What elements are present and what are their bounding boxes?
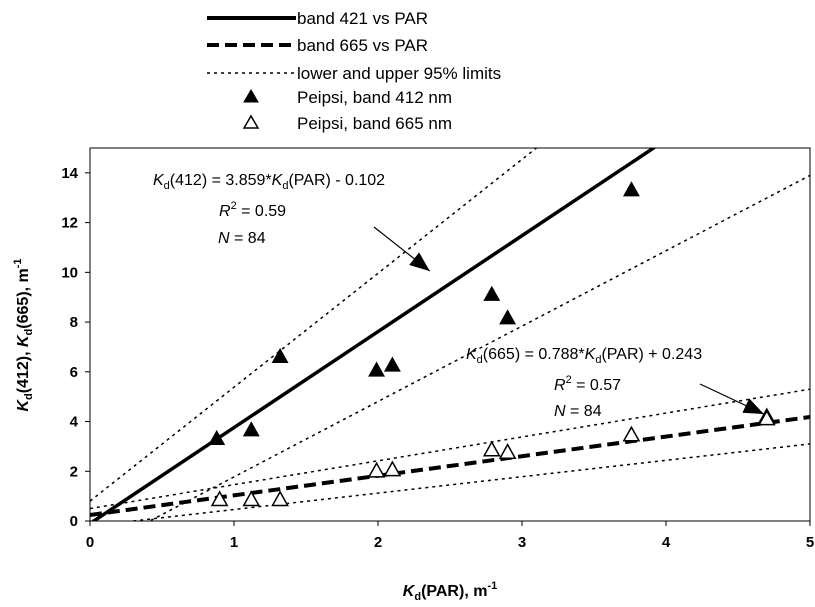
legend-label: band 665 vs PAR	[297, 36, 428, 55]
fit-line-dotted	[148, 174, 810, 521]
x-tick-label: 3	[518, 534, 526, 551]
y-tick-label: 12	[61, 215, 78, 232]
y-tick-label: 10	[61, 264, 78, 281]
fit-line-dotted	[133, 443, 810, 521]
arrow-665-head	[742, 398, 764, 415]
data-point-665	[367, 461, 386, 478]
x-tick-label: 0	[86, 534, 94, 551]
legend-label: Peipsi, band 412 nm	[297, 88, 452, 107]
x-tick-label: 5	[806, 534, 814, 551]
x-tick-label: 2	[374, 534, 382, 551]
data-point-665	[757, 409, 776, 426]
data-point-412	[368, 361, 386, 377]
data-point-412	[383, 356, 401, 372]
data-point-412	[208, 429, 226, 446]
fit-line-dotted	[90, 388, 810, 510]
r2-412: R2 = 0.59	[219, 200, 286, 220]
data-point-412	[271, 347, 289, 363]
data-point-665	[210, 490, 229, 507]
data-point-665	[622, 425, 641, 442]
fit-line-dotted	[90, 148, 537, 502]
legend-label: lower and upper 95% limits	[297, 64, 501, 83]
y-tick-label: 6	[70, 364, 78, 381]
data-points	[208, 181, 776, 507]
y-tick-label: 4	[70, 414, 79, 431]
data-point-412	[622, 181, 640, 197]
y-axis-title: Kd(412), Kd(665), m-1	[12, 258, 35, 411]
data-point-665	[242, 490, 261, 507]
annotation-arrows	[373, 226, 765, 415]
n-665: N = 84	[554, 403, 602, 420]
data-point-412	[483, 285, 501, 301]
plot-area	[89, 147, 811, 522]
legend: band 421 vs PAR band 665 vs PAR lower an…	[207, 9, 501, 133]
fit-line-dashed	[90, 415, 810, 517]
legend-item-dotted: lower and upper 95% limits	[207, 64, 501, 83]
data-point-665	[383, 460, 402, 477]
data-point-665	[271, 490, 289, 507]
data-point-665	[482, 440, 501, 457]
legend-label: band 421 vs PAR	[297, 9, 428, 28]
r2-665: R2 = 0.57	[554, 374, 621, 394]
annotation-665: Kd(665) = 0.788*Kd(PAR) + 0.243 R2 = 0.5…	[466, 346, 702, 420]
x-axis-title: Kd(PAR), m-1	[403, 580, 497, 603]
legend-label: Peipsi, band 665 nm	[297, 114, 452, 133]
data-point-665	[498, 443, 517, 459]
x-tick-label: 4	[662, 534, 671, 551]
annotation-412: Kd(412) = 3.859*Kd(PAR) - 0.102 R2 = 0.5…	[153, 172, 385, 247]
y-tick-label: 8	[70, 314, 78, 331]
legend-item-open-triangle: Peipsi, band 665 nm	[242, 114, 452, 133]
legend-item-solid: band 421 vs PAR	[207, 9, 428, 28]
data-point-412	[499, 309, 517, 325]
y-tick-label: 14	[61, 165, 78, 182]
data-point-412	[242, 421, 260, 437]
legend-item-dashed: band 665 vs PAR	[207, 36, 428, 55]
legend-item-filled-triangle: Peipsi, band 412 nm	[243, 88, 452, 107]
equation-665: Kd(665) = 0.788*Kd(PAR) + 0.243	[466, 346, 702, 366]
x-tick-label: 1	[230, 534, 238, 551]
arrow-412-head	[409, 252, 430, 272]
y-tick-label: 0	[70, 513, 78, 530]
y-tick-label: 2	[70, 463, 78, 480]
equation-412: Kd(412) = 3.859*Kd(PAR) - 0.102	[153, 172, 385, 192]
n-412: N = 84	[218, 230, 266, 247]
